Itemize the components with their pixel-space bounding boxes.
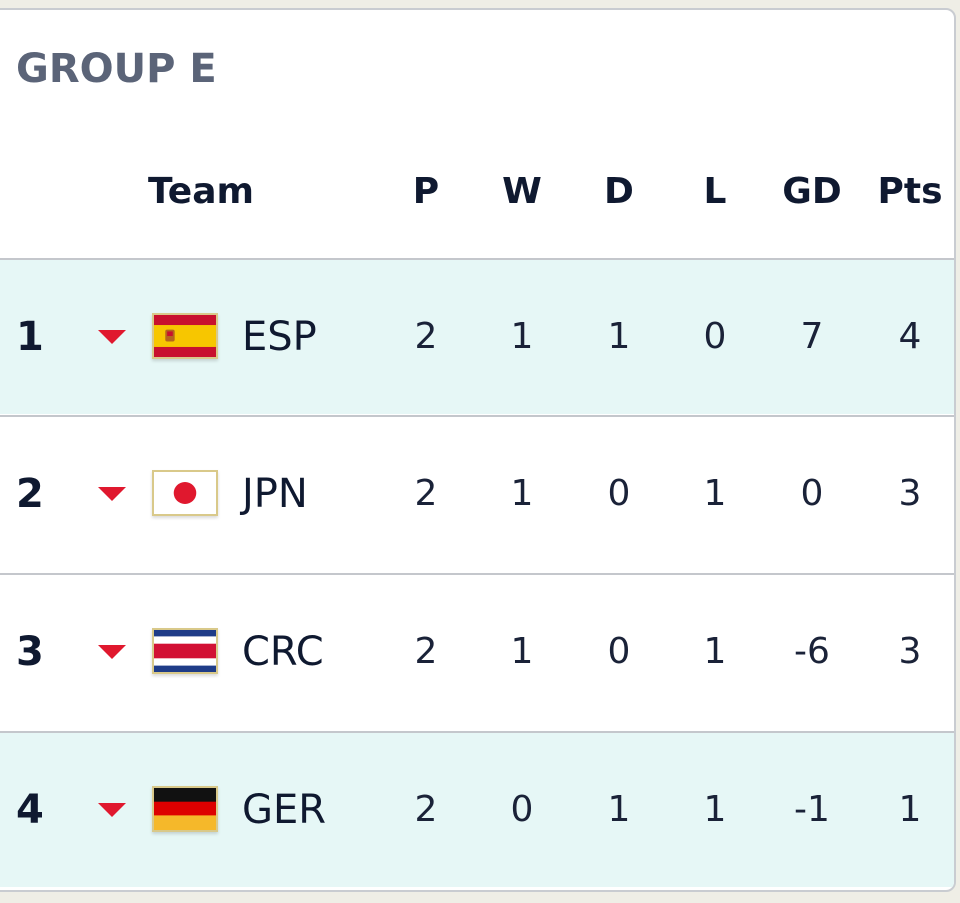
rank: 1 xyxy=(16,314,44,360)
spain-flag-icon xyxy=(152,313,218,359)
rank: 2 xyxy=(16,471,44,517)
goal-difference: -6 xyxy=(794,631,830,672)
won: 0 xyxy=(510,789,534,830)
played: 2 xyxy=(414,316,438,357)
points: 3 xyxy=(898,631,922,672)
played: 2 xyxy=(414,473,438,514)
played: 2 xyxy=(414,631,438,672)
lost: 1 xyxy=(703,473,727,514)
header-points: Pts xyxy=(877,171,943,212)
group-standings-card: GROUP E Team P W D L GD Pts 1 ESP 2 1 1 … xyxy=(0,8,956,892)
header-played: P xyxy=(412,171,440,212)
rank: 3 xyxy=(16,629,44,675)
lost: 1 xyxy=(703,789,727,830)
header-drawn: D xyxy=(604,171,634,212)
points: 3 xyxy=(898,473,922,514)
team-code[interactable]: JPN xyxy=(242,471,308,517)
points: 4 xyxy=(898,316,922,357)
won: 1 xyxy=(510,473,534,514)
costa-rica-flag-icon xyxy=(152,628,218,674)
table-row[interactable]: 2 JPN 2 1 0 1 0 3 xyxy=(0,415,954,571)
germany-flag-icon xyxy=(152,786,218,832)
table-row[interactable]: 3 CRC 2 1 0 1 -6 3 xyxy=(0,573,954,729)
japan-flag-icon xyxy=(152,470,218,516)
header-goal-difference: GD xyxy=(782,171,842,212)
won: 1 xyxy=(510,316,534,357)
goal-difference: -1 xyxy=(794,789,830,830)
team-code[interactable]: ESP xyxy=(242,314,317,360)
table-row[interactable]: 1 ESP 2 1 1 0 7 4 xyxy=(0,258,954,414)
header-won: W xyxy=(502,171,542,212)
position-down-arrow-icon xyxy=(98,645,126,659)
header-team: Team xyxy=(148,171,254,212)
position-down-arrow-icon xyxy=(98,330,126,344)
played: 2 xyxy=(414,789,438,830)
drawn: 1 xyxy=(607,316,631,357)
team-code[interactable]: GER xyxy=(242,787,327,833)
goal-difference: 0 xyxy=(800,473,824,514)
group-title: GROUP E xyxy=(16,46,217,92)
won: 1 xyxy=(510,631,534,672)
position-down-arrow-icon xyxy=(98,803,126,817)
lost: 1 xyxy=(703,631,727,672)
goal-difference: 7 xyxy=(800,316,824,357)
points: 1 xyxy=(898,789,922,830)
drawn: 0 xyxy=(607,631,631,672)
drawn: 1 xyxy=(607,789,631,830)
table-header: Team P W D L GD Pts xyxy=(0,160,954,224)
header-lost: L xyxy=(703,171,727,212)
drawn: 0 xyxy=(607,473,631,514)
rank: 4 xyxy=(16,787,44,833)
lost: 0 xyxy=(703,316,727,357)
team-code[interactable]: CRC xyxy=(242,629,324,675)
table-row[interactable]: 4 GER 2 0 1 1 -1 1 xyxy=(0,731,954,887)
position-down-arrow-icon xyxy=(98,487,126,501)
